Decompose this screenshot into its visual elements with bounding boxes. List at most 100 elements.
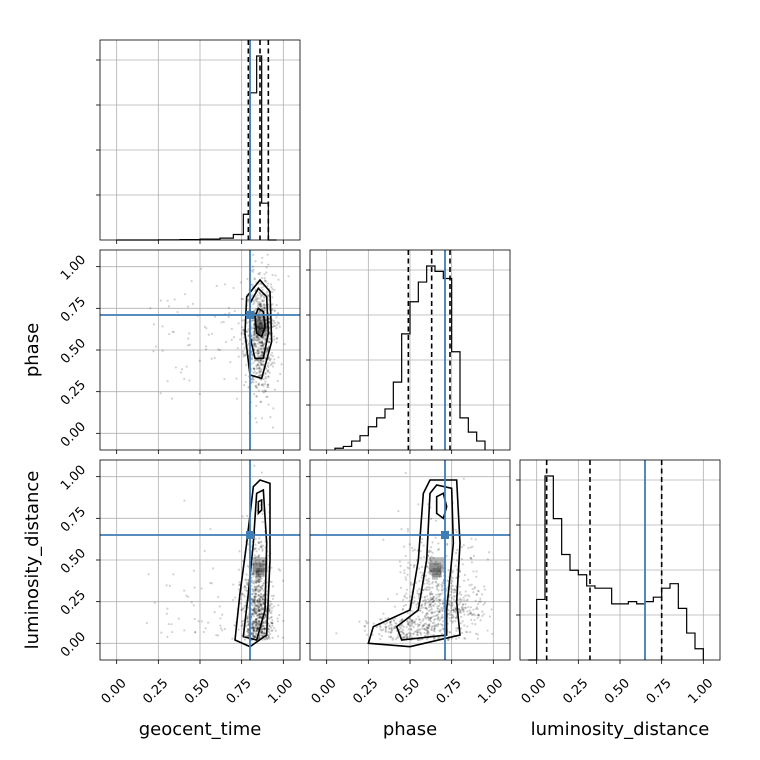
sample-point (430, 612, 434, 615)
sample-point (458, 585, 462, 588)
sample-point (418, 592, 421, 596)
sample-point (402, 625, 405, 628)
sample-point (187, 337, 190, 340)
sample-point (258, 610, 261, 613)
sample-point (256, 627, 259, 630)
sample-point (384, 627, 387, 631)
sample-point (256, 627, 259, 630)
sample-point (263, 628, 266, 631)
sample-point (256, 570, 260, 574)
sample-point (437, 600, 441, 603)
x-tick-label: 0.50 (392, 676, 423, 707)
sample-point (256, 600, 259, 603)
sample-point (277, 568, 280, 571)
sample-point (470, 561, 474, 564)
sample-point (261, 326, 264, 329)
density-block (252, 557, 268, 573)
sample-point (244, 380, 247, 384)
sample-point (257, 328, 260, 332)
sample-point (404, 576, 407, 579)
sample-point (260, 630, 264, 633)
sample-point (257, 315, 260, 319)
sample-point (396, 636, 399, 639)
sample-point (254, 636, 257, 639)
sample-point (255, 395, 258, 398)
sample-point (436, 623, 440, 626)
sample-point (261, 347, 264, 350)
sample-point (252, 604, 256, 607)
sample-point (257, 338, 260, 341)
sample-point (416, 629, 419, 632)
sample-point (419, 571, 422, 574)
sample-point (256, 336, 259, 339)
sample-point (426, 598, 430, 601)
sample-point (267, 634, 270, 637)
sample-point (257, 613, 260, 616)
sample-point (253, 601, 256, 605)
sample-point (253, 342, 256, 345)
sample-point (258, 327, 261, 330)
sample-point (404, 578, 408, 581)
sample-point (258, 614, 261, 617)
sample-point (255, 611, 258, 614)
sample-point (267, 503, 270, 506)
sample-point (404, 471, 407, 475)
sample-point (413, 621, 416, 624)
sample-point (243, 606, 246, 609)
sample-point (447, 568, 450, 572)
sample-point (253, 301, 256, 304)
sample-point (183, 629, 186, 632)
sample-point (394, 638, 397, 641)
density-block (255, 568, 265, 578)
sample-point (410, 622, 413, 626)
sample-point (259, 305, 262, 308)
sample-point (433, 630, 436, 633)
sample-point (482, 603, 485, 606)
sample-point (257, 597, 260, 600)
sample-point (259, 585, 263, 589)
sample-point (447, 638, 450, 641)
sample-point (254, 633, 258, 636)
y-tick-label: 0.50 (58, 546, 89, 577)
sample-point (261, 342, 264, 345)
sample-point (253, 620, 256, 623)
sample-point (259, 576, 262, 579)
sample-point (260, 276, 264, 280)
sample-point (403, 636, 406, 639)
sample-point (239, 602, 242, 605)
sample-point (263, 304, 266, 307)
sample-point (258, 609, 261, 613)
sample-point (258, 319, 261, 322)
sample-point (269, 353, 273, 357)
sample-point (261, 344, 264, 347)
sample-point (426, 612, 429, 615)
sample-point (455, 531, 458, 534)
sample-point (268, 341, 271, 344)
x-tick-label: 1.00 (475, 676, 506, 707)
sample-point (409, 618, 413, 621)
sample-point (257, 382, 260, 385)
sample-point (390, 630, 393, 633)
sample-point (264, 353, 268, 356)
sample-point (256, 587, 259, 590)
sample-point (254, 372, 258, 375)
sample-point (257, 606, 260, 609)
sample-point (251, 376, 254, 380)
sample-point (264, 631, 267, 634)
sample-point (259, 322, 262, 325)
sample-point (243, 638, 247, 641)
sample-point (429, 616, 432, 619)
sample-point (260, 307, 263, 310)
sample-point (450, 637, 453, 640)
sample-point (450, 587, 453, 590)
sample-point (232, 336, 236, 339)
sample-point (420, 604, 423, 607)
sample-point (263, 299, 266, 302)
sample-point (365, 633, 369, 636)
sample-point (424, 602, 427, 605)
sample-point (259, 359, 262, 362)
sample-point (259, 316, 262, 319)
sample-point (258, 317, 261, 320)
sample-point (452, 600, 456, 603)
sample-point (257, 580, 260, 584)
